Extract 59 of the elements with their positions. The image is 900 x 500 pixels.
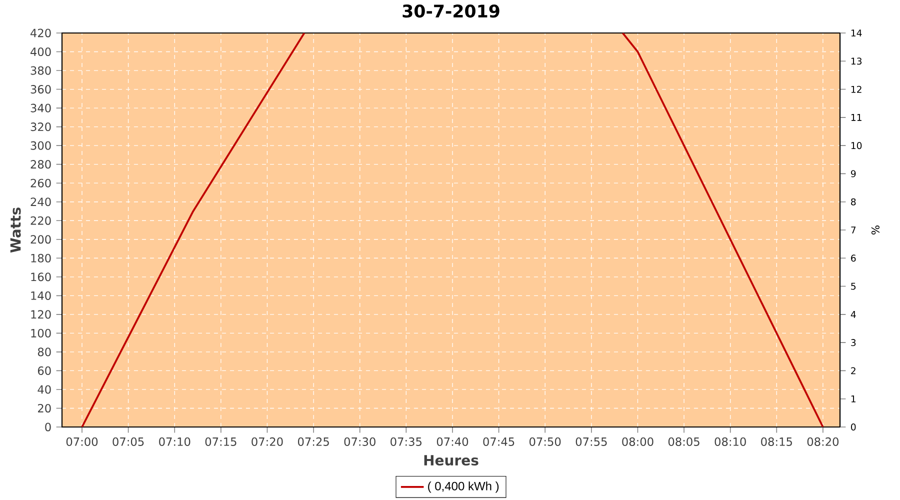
x-tick-label: 07:25 [298, 437, 329, 446]
y-tick-label: 320 [30, 122, 51, 132]
y2-tick-label: 14 [851, 30, 862, 36]
y2-tick-label: 12 [851, 86, 862, 93]
y-tick-label: 340 [30, 104, 51, 112]
x-tick-label: 07:30 [344, 437, 376, 446]
y-tick-label: 240 [30, 198, 51, 206]
y-tick-label: 60 [38, 366, 51, 376]
x-tick-label: 07:45 [483, 437, 514, 446]
y2-tick-label: 11 [851, 114, 862, 121]
y-tick-label: 0 [45, 422, 51, 432]
x-tick-label: 07:10 [159, 437, 190, 446]
legend-label: ( 0,400 kWh ) [428, 482, 499, 493]
y-tick-label: 260 [30, 178, 51, 188]
y2-tick-label: 6 [851, 254, 856, 262]
y-tick-label: 160 [31, 272, 51, 282]
y-axis-title: Watts [10, 208, 21, 253]
y-tick-label: 360 [30, 85, 51, 94]
x-tick-label: 07:05 [112, 437, 144, 446]
y2-tick-label: 2 [851, 367, 856, 374]
y-tick-label: 180 [31, 254, 51, 262]
x-tick-label: 07:55 [576, 437, 607, 446]
y-tick-label: 400 [30, 47, 51, 56]
y2-tick-label: 3 [851, 339, 856, 346]
x-tick-label: 08:05 [668, 437, 700, 446]
y2-tick-label: 9 [850, 170, 856, 178]
x-tick-label: 07:50 [530, 437, 561, 446]
y2-tick-label: 4 [850, 311, 856, 318]
y2-tick-label: 1 [851, 395, 856, 402]
x-tick-label: 08:15 [761, 437, 792, 446]
y2-tick-label: 0 [851, 423, 856, 431]
chart-title: 30-7-2019 [402, 4, 500, 18]
x-tick-label: 08:20 [807, 437, 839, 446]
y-tick-label: 220 [30, 216, 51, 225]
y-tick-label: 20 [38, 404, 51, 413]
y2-tick-label: 8 [851, 198, 856, 206]
y-tick-label: 100 [31, 328, 51, 338]
y2-tick-label: 7 [851, 226, 856, 234]
x-tick-label: 08:00 [622, 437, 654, 446]
x-axis-title: Heures [424, 455, 478, 466]
x-tick-label: 07:15 [205, 437, 236, 446]
y-tick-label: 80 [38, 348, 51, 356]
y-tick-label: 200 [30, 235, 51, 244]
y-tick-label: 40 [38, 385, 51, 394]
y-tick-label: 380 [30, 66, 51, 75]
y-tick-label: 300 [30, 141, 51, 150]
y2-tick-label: 13 [851, 58, 862, 65]
y2-tick-label: 5 [851, 282, 856, 290]
y2-axis-title: % [871, 226, 880, 234]
x-tick-label: 07:20 [252, 437, 283, 446]
x-tick-label: 07:40 [436, 437, 468, 446]
y-tick-label: 140 [31, 291, 51, 300]
y-tick-label: 420 [30, 28, 51, 38]
y-tick-label: 280 [30, 160, 51, 169]
x-tick-label: 07:35 [390, 437, 422, 446]
y-tick-label: 120 [31, 310, 51, 319]
x-tick-label: 07:00 [66, 437, 98, 446]
x-tick-label: 08:10 [714, 437, 746, 446]
y2-tick-label: 10 [851, 142, 862, 150]
